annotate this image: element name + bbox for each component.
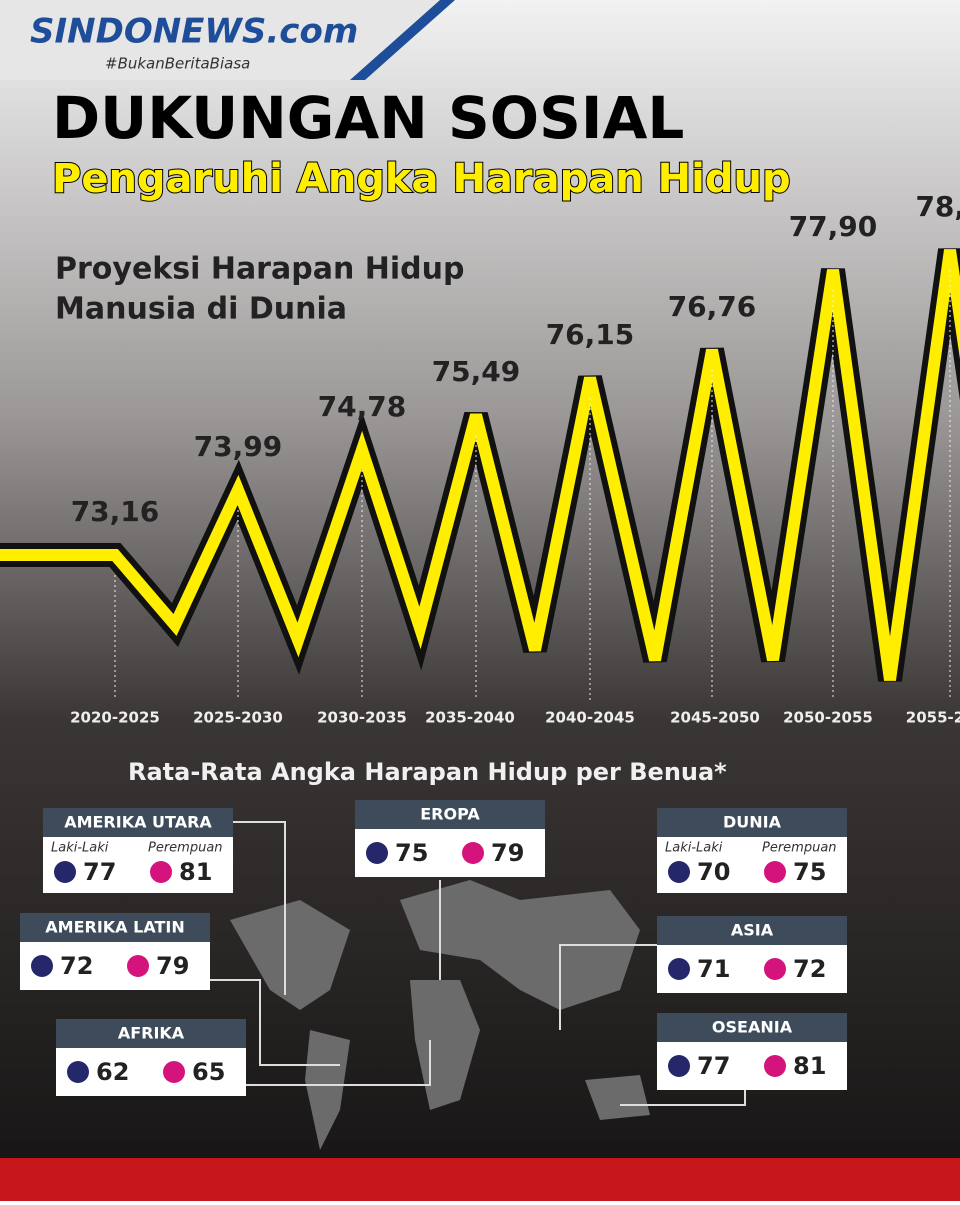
subtitle: Pengaruhi Angka Harapan Hidup <box>52 156 791 202</box>
male-dot <box>668 1055 690 1077</box>
zigzag <box>0 249 960 681</box>
male-dot <box>668 861 690 883</box>
male-dot <box>67 1061 89 1083</box>
legend-label: Laki-Laki <box>51 841 109 856</box>
box-header <box>657 1013 847 1042</box>
box-title: EROPA <box>420 805 480 824</box>
period-label: 2025-2030 <box>193 709 283 727</box>
female-dot <box>462 842 484 864</box>
male-dot <box>31 955 53 977</box>
value-label: 77,90 <box>789 210 878 243</box>
value-label: 75,49 <box>432 355 521 388</box>
female-dot <box>764 861 786 883</box>
box-header <box>56 1019 246 1048</box>
connector <box>245 1040 431 1086</box>
value-label: 76,15 <box>546 318 635 351</box>
female-value: 81 <box>793 1052 826 1080</box>
female-dot <box>764 958 786 980</box>
male-dot <box>668 958 690 980</box>
box-header <box>355 800 545 829</box>
male-value: 75 <box>395 839 428 867</box>
period-label: 2055-2 <box>906 709 960 727</box>
connector <box>210 979 340 1066</box>
male-value: 72 <box>60 952 93 980</box>
box-title: ASIA <box>731 921 774 940</box>
box-title: OSEANIA <box>712 1018 793 1037</box>
box-header <box>20 913 210 942</box>
value-label: 76,76 <box>668 290 757 323</box>
female-value: 79 <box>156 952 189 980</box>
tagline: #BukanBeritaBiasa <box>105 55 250 73</box>
female-value: 81 <box>179 858 212 886</box>
male-dot <box>54 861 76 883</box>
logo: SINDONEWS.com <box>30 12 358 52</box>
box-header <box>657 808 847 837</box>
box-title: AFRIKA <box>118 1024 185 1043</box>
period-label: 2020-2025 <box>70 709 160 727</box>
female-dot <box>150 861 172 883</box>
box-body <box>657 837 847 893</box>
female-value: 75 <box>793 858 826 886</box>
box-title: DUNIA <box>723 813 782 832</box>
male-value: 70 <box>697 858 730 886</box>
female-value: 72 <box>793 955 826 983</box>
female-dot <box>127 955 149 977</box>
chart-title: Manusia di Dunia <box>55 292 347 327</box>
value-label: 73,99 <box>194 430 283 463</box>
period-label: 2045-2050 <box>670 709 760 727</box>
period-label: 2035-2040 <box>425 709 515 727</box>
box-title: AMERIKA UTARA <box>64 813 212 832</box>
connector <box>559 944 657 1030</box>
value-label: 74,78 <box>318 390 407 423</box>
box-title: AMERIKA LATIN <box>45 918 184 937</box>
female-dot <box>764 1055 786 1077</box>
legend-label: Perempuan <box>762 841 837 856</box>
female-value: 65 <box>192 1058 225 1086</box>
period-label: 2050-2055 <box>783 709 873 727</box>
box-header <box>657 916 847 945</box>
header-band <box>0 0 450 80</box>
period-label: 2030-2035 <box>317 709 407 727</box>
female-dot <box>163 1061 185 1083</box>
legend-label: Perempuan <box>148 841 223 856</box>
male-value: 77 <box>83 858 116 886</box>
value-label: 73,16 <box>71 495 160 528</box>
value-label: 78,4 <box>915 190 960 223</box>
header-stripe <box>350 0 455 80</box>
box-header <box>43 808 233 837</box>
male-dot <box>366 842 388 864</box>
female-value: 79 <box>491 839 524 867</box>
male-value: 62 <box>96 1058 129 1086</box>
footer-band <box>0 1158 960 1201</box>
period-label: 2040-2045 <box>545 709 635 727</box>
chart-title: Proyeksi Harapan Hidup <box>55 252 464 287</box>
connector <box>620 1090 746 1106</box>
title: DUKUNGAN SOSIAL <box>52 84 684 152</box>
world-map <box>230 880 650 1150</box>
male-value: 71 <box>697 955 730 983</box>
connector <box>233 821 286 995</box>
legend-label: Laki-Laki <box>665 841 723 856</box>
section-title: Rata-Rata Angka Harapan Hidup per Benua* <box>128 758 727 786</box>
box-body <box>43 837 233 893</box>
male-value: 77 <box>697 1052 730 1080</box>
